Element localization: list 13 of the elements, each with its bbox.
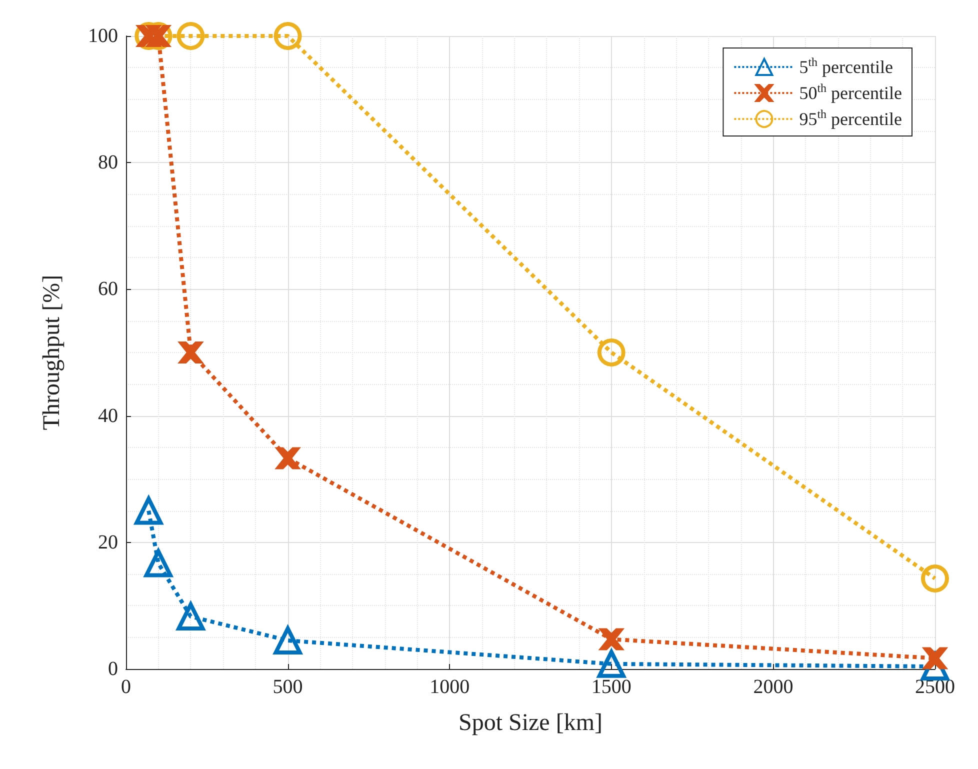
x-tick-label: 1500 — [591, 676, 632, 698]
y-tick-label: 40 — [98, 404, 118, 427]
y-tick-label: 20 — [98, 531, 118, 554]
x-tick-label: 500 — [272, 676, 303, 698]
y-tick-label: 60 — [98, 278, 118, 300]
y-tick-label: 100 — [88, 25, 118, 47]
y-axis-title: Throughput [%] — [39, 274, 65, 430]
x-tick-label: 2500 — [915, 676, 955, 698]
x-axis-title: Spot Size [km] — [458, 710, 602, 736]
y-tick-label: 0 — [108, 658, 118, 680]
x-tick-label: 2000 — [753, 676, 794, 698]
y-tick-label: 80 — [98, 152, 118, 174]
x-tick-label: 1000 — [430, 676, 470, 698]
